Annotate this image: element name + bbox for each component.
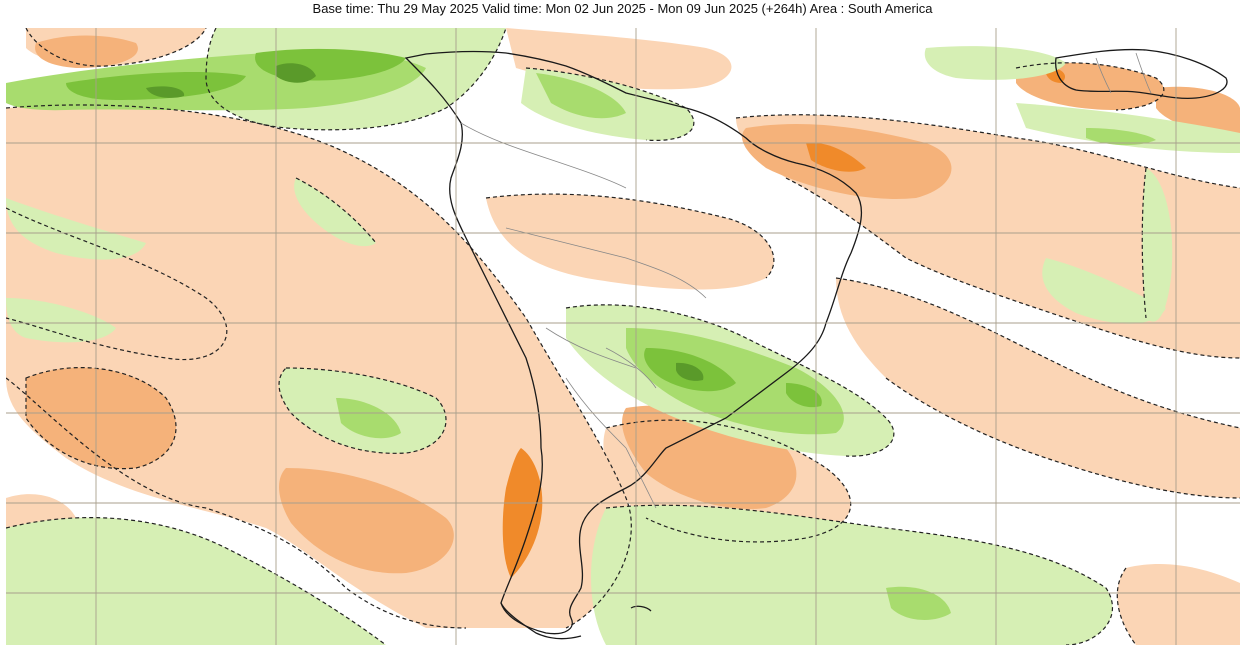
strong-positive-anomaly-regions [502, 67, 1066, 578]
map-title: Base time: Thu 29 May 2025 Valid time: M… [312, 1, 933, 16]
coastline-south-america [404, 48, 1228, 640]
strong-negative-anomaly-regions [66, 48, 822, 408]
very-strong-negative-anomaly-regions [146, 63, 704, 381]
graticule-lines [6, 28, 1240, 645]
map-canvas [6, 28, 1240, 645]
country-borders [460, 52, 1152, 509]
anomaly-contour-lines [6, 28, 1240, 645]
anomaly-map [6, 28, 1240, 645]
